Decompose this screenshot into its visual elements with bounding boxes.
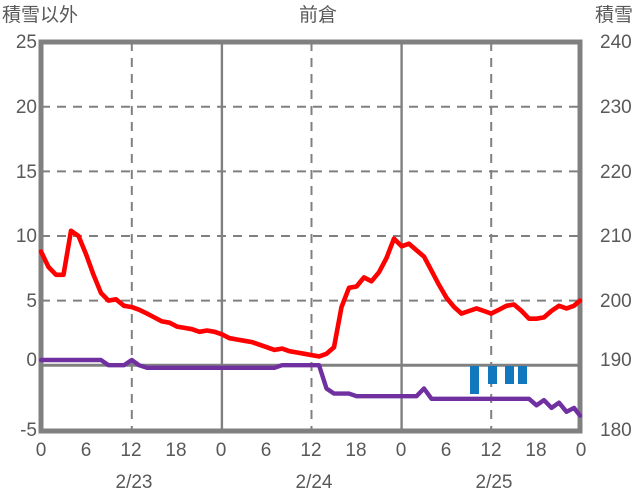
x-tick-12: 0 bbox=[575, 440, 587, 461]
x-tick-8: 0 bbox=[395, 440, 407, 461]
y-tick-left-4: 5 bbox=[26, 291, 37, 312]
chart-title: 前倉 bbox=[298, 5, 337, 26]
x-date-label-2: 2/25 bbox=[475, 472, 513, 493]
y-tick-left-0: 25 bbox=[15, 32, 37, 53]
x-tick-5: 6 bbox=[260, 440, 272, 461]
y-tick-left-1: 20 bbox=[15, 97, 37, 118]
y-tick-left-5: 0 bbox=[26, 350, 37, 371]
right-axis-title: 積雪 bbox=[594, 5, 633, 26]
x-date-label-1: 2/24 bbox=[295, 472, 333, 493]
x-tick-2: 12 bbox=[120, 440, 142, 461]
x-tick-9: 6 bbox=[440, 440, 452, 461]
x-tick-3: 18 bbox=[165, 440, 187, 461]
bar-0 bbox=[470, 366, 479, 394]
x-tick-7: 18 bbox=[345, 440, 367, 461]
x-tick-0: 0 bbox=[35, 440, 47, 461]
other-precip-line bbox=[38, 228, 583, 359]
y-tick-right-5: 190 bbox=[600, 350, 632, 371]
horizontal-gridlines bbox=[41, 105, 580, 302]
y-tick-right-2: 220 bbox=[600, 162, 632, 183]
y-tick-right-3: 210 bbox=[600, 226, 632, 247]
precipitation-bars bbox=[470, 366, 527, 394]
y-tick-left-3: 10 bbox=[15, 226, 37, 247]
snow-depth-line bbox=[38, 357, 583, 418]
y-tick-right-0: 240 bbox=[600, 32, 632, 53]
left-axis-title: 積雪以外 bbox=[2, 5, 79, 26]
bar-3 bbox=[518, 366, 527, 384]
y-tick-right-6: 180 bbox=[600, 420, 632, 441]
bar-2 bbox=[505, 366, 514, 384]
x-tick-4: 0 bbox=[215, 440, 227, 461]
plot-frame bbox=[38, 39, 583, 434]
x-tick-6: 12 bbox=[300, 440, 322, 461]
x-date-label-0: 2/23 bbox=[115, 472, 153, 493]
x-tick-10: 12 bbox=[480, 440, 502, 461]
y-tick-left-2: 15 bbox=[15, 162, 37, 183]
y-tick-right-4: 200 bbox=[600, 291, 632, 312]
y-tick-left-6: -5 bbox=[20, 420, 37, 441]
x-tick-1: 6 bbox=[80, 440, 92, 461]
x-tick-11: 18 bbox=[525, 440, 547, 461]
y-tick-right-1: 230 bbox=[600, 97, 632, 118]
bar-1 bbox=[488, 366, 497, 384]
